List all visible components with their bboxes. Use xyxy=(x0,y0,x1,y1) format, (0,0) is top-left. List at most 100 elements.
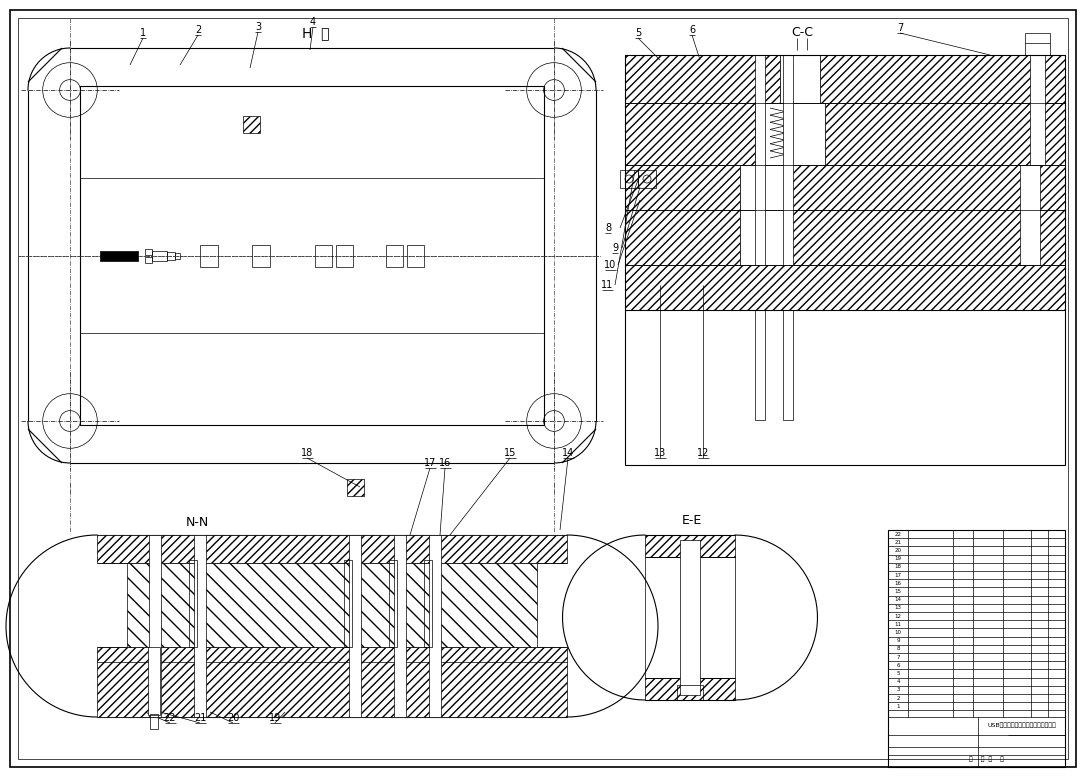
Text: 15: 15 xyxy=(504,448,516,458)
Text: H  向: H 向 xyxy=(302,26,330,40)
Bar xyxy=(127,563,536,647)
Text: 8: 8 xyxy=(605,223,611,233)
Bar xyxy=(97,535,567,563)
Bar xyxy=(626,55,780,103)
Text: 17: 17 xyxy=(895,573,901,577)
Text: 4: 4 xyxy=(310,17,316,27)
Text: 22: 22 xyxy=(164,713,176,723)
Bar xyxy=(637,170,656,188)
Bar xyxy=(189,560,197,647)
Text: 2: 2 xyxy=(194,25,201,35)
Bar xyxy=(97,647,567,717)
Text: 11: 11 xyxy=(601,280,614,290)
Text: 19: 19 xyxy=(895,556,901,561)
Bar xyxy=(336,245,353,267)
Text: 6: 6 xyxy=(689,25,695,35)
Text: 3: 3 xyxy=(896,688,899,692)
Bar xyxy=(680,540,700,695)
Text: USB接口工艺级进模具及送料机构设计: USB接口工艺级进模具及送料机构设计 xyxy=(987,722,1057,728)
Text: 12: 12 xyxy=(697,448,709,458)
Text: 14: 14 xyxy=(895,598,901,602)
Text: 16: 16 xyxy=(439,458,451,468)
Bar xyxy=(252,245,270,267)
Bar xyxy=(645,535,735,557)
Bar xyxy=(175,253,180,259)
Bar xyxy=(386,245,403,267)
Text: 12: 12 xyxy=(895,614,901,618)
Bar xyxy=(620,170,637,188)
Bar xyxy=(429,535,441,717)
Text: 7: 7 xyxy=(897,23,904,33)
Bar xyxy=(626,210,740,265)
Bar xyxy=(825,103,1065,165)
Text: 5: 5 xyxy=(896,671,899,676)
Bar xyxy=(150,714,157,729)
Bar xyxy=(146,256,152,263)
Text: 8: 8 xyxy=(896,646,899,651)
Bar xyxy=(783,55,793,420)
Bar xyxy=(152,250,167,260)
Text: 1: 1 xyxy=(896,704,899,709)
Text: 9: 9 xyxy=(896,638,899,643)
Text: N-N: N-N xyxy=(186,515,209,528)
Bar xyxy=(626,165,740,210)
Text: 22: 22 xyxy=(895,531,901,537)
Text: E-E: E-E xyxy=(682,514,703,527)
Text: 9: 9 xyxy=(611,243,618,253)
Bar xyxy=(200,245,218,267)
Bar xyxy=(148,647,160,715)
Text: 5: 5 xyxy=(635,28,641,38)
Bar xyxy=(626,55,1065,465)
Bar xyxy=(167,252,175,260)
Text: 21: 21 xyxy=(193,713,206,723)
Bar xyxy=(1025,33,1050,55)
Text: 14: 14 xyxy=(561,448,574,458)
Bar xyxy=(780,55,820,103)
Bar xyxy=(626,103,755,165)
Bar xyxy=(1020,165,1040,265)
Text: 7: 7 xyxy=(896,654,899,660)
Bar xyxy=(349,535,361,717)
Bar xyxy=(146,249,152,255)
Bar xyxy=(820,55,1065,103)
Text: 13: 13 xyxy=(654,448,666,458)
Text: 10: 10 xyxy=(604,260,616,270)
Text: 共    页  第    页: 共 页 第 页 xyxy=(969,756,1003,761)
Bar xyxy=(348,479,364,496)
Bar xyxy=(645,557,735,678)
Bar xyxy=(407,245,424,267)
Text: 16: 16 xyxy=(895,580,901,586)
Text: 2: 2 xyxy=(896,695,899,701)
Text: 20: 20 xyxy=(227,713,239,723)
Text: 4: 4 xyxy=(896,679,899,685)
Text: 6: 6 xyxy=(896,663,899,667)
Text: 21: 21 xyxy=(895,540,901,545)
Text: C-C: C-C xyxy=(791,26,813,40)
Bar xyxy=(645,678,735,700)
Text: 20: 20 xyxy=(895,548,901,553)
Bar xyxy=(755,55,765,420)
Bar xyxy=(389,560,397,647)
Text: 17: 17 xyxy=(424,458,437,468)
Bar xyxy=(315,245,332,267)
Text: 15: 15 xyxy=(895,589,901,594)
Bar xyxy=(1030,55,1045,175)
Bar xyxy=(677,685,703,700)
Bar xyxy=(394,535,406,717)
Bar xyxy=(790,210,1065,265)
Bar xyxy=(344,560,352,647)
Bar xyxy=(790,165,1065,210)
Text: 11: 11 xyxy=(895,622,901,627)
Bar xyxy=(424,560,432,647)
Bar xyxy=(888,717,1065,767)
Bar xyxy=(740,165,790,210)
Text: 1: 1 xyxy=(140,28,146,38)
Bar xyxy=(194,535,206,717)
Bar xyxy=(100,250,138,260)
Bar xyxy=(149,535,161,717)
Text: 18: 18 xyxy=(301,448,313,458)
Bar xyxy=(80,86,544,425)
Text: 13: 13 xyxy=(895,605,901,611)
Text: 10: 10 xyxy=(895,630,901,635)
Bar xyxy=(755,103,825,165)
